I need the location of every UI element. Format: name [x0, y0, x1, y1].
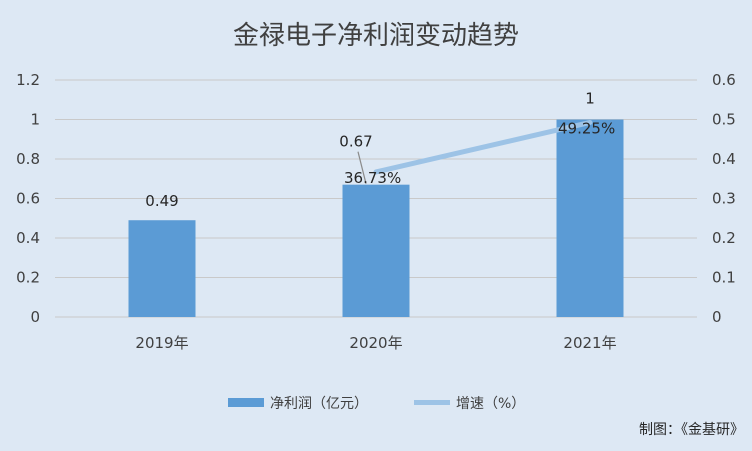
right-tick-label: 0: [712, 308, 722, 326]
growth-line: [373, 119, 593, 175]
bar-data-label: 1: [585, 90, 595, 108]
source-note: 制图：《金基研》: [639, 421, 744, 438]
line-data-label: 49.25%: [558, 119, 615, 137]
data-labels: 0.49 0.67 1 36.73% 49.25%: [145, 90, 615, 211]
category-axis: 2019年 2020年 2021年: [135, 334, 616, 352]
bar: [128, 220, 196, 317]
left-tick-label: 1: [30, 111, 40, 129]
left-tick-label: 0.8: [16, 150, 40, 168]
chart-title: 金禄电子净利润变动趋势: [233, 21, 519, 51]
left-tick-label: 0.4: [16, 229, 40, 247]
bar: [556, 119, 624, 317]
legend-swatch-line: [414, 400, 450, 405]
left-tick-label: 0.6: [16, 190, 40, 208]
legend-swatch-bar: [228, 398, 264, 407]
bar-data-label: 0.67: [339, 133, 372, 151]
line-series: [373, 119, 593, 175]
line-data-label: 36.73%: [344, 169, 401, 187]
left-tick-label: 0.2: [16, 269, 40, 287]
right-tick-label: 0.3: [712, 190, 736, 208]
left-tick-label: 1.2: [16, 71, 40, 89]
legend-label-line: 增速（%）: [456, 396, 525, 412]
left-axis: 0 0.2 0.4 0.6 0.8 1 1.2: [16, 71, 40, 326]
right-tick-label: 0.4: [712, 150, 736, 168]
legend-label-bar: 净利润（亿元）: [270, 396, 368, 412]
bar-data-label: 0.49: [145, 192, 178, 210]
label-leader-line: [357, 151, 367, 184]
bar-series: [128, 119, 624, 317]
legend: 净利润（亿元） 增速（%）: [228, 396, 525, 412]
bar: [342, 184, 410, 317]
right-tick-label: 0.1: [712, 269, 736, 287]
right-tick-label: 0.2: [712, 229, 736, 247]
category-label: 2020年: [349, 334, 402, 352]
right-tick-label: 0.6: [712, 71, 736, 89]
left-tick-label: 0: [30, 308, 40, 326]
category-label: 2019年: [135, 334, 188, 352]
right-axis: 0 0.1 0.2 0.3 0.4 0.5 0.6: [712, 71, 736, 326]
category-label: 2021年: [563, 334, 616, 352]
right-tick-label: 0.5: [712, 111, 736, 129]
